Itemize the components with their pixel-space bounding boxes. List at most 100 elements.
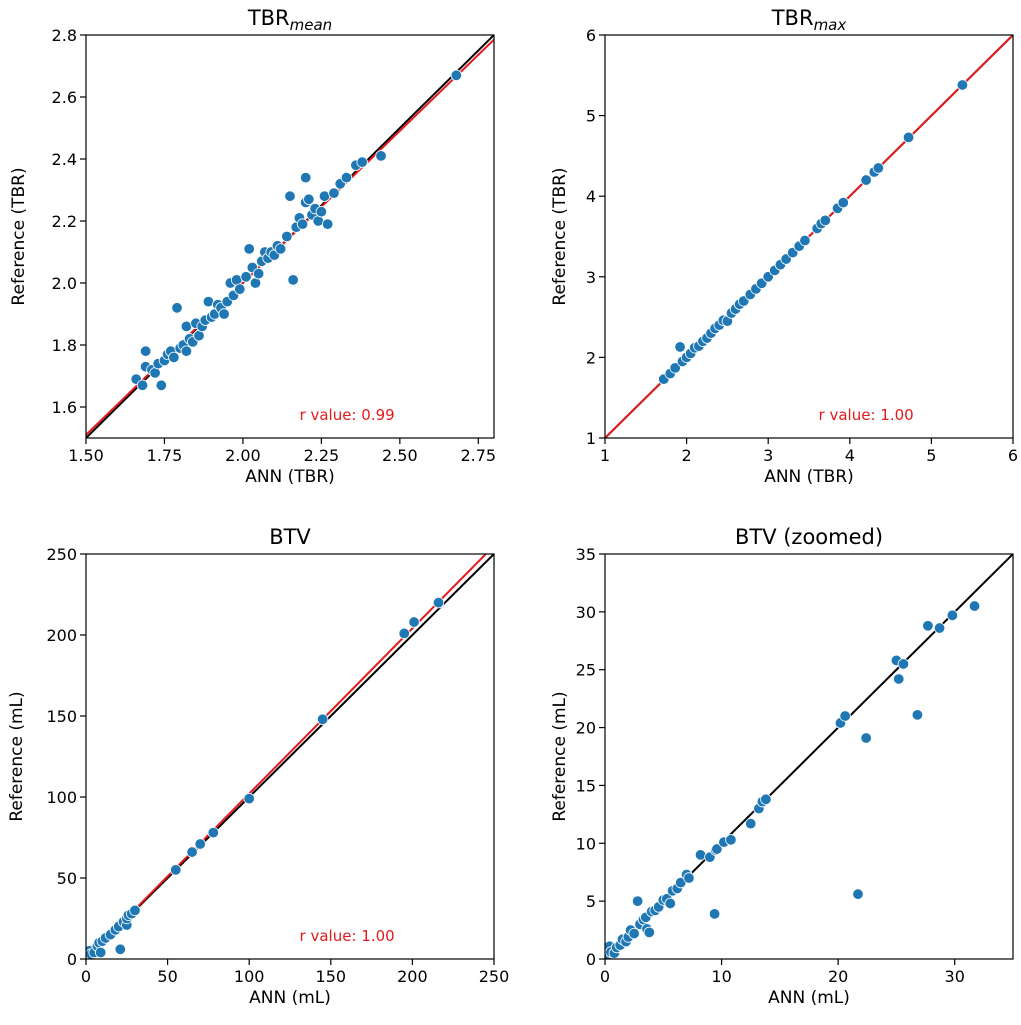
data-point bbox=[669, 362, 681, 374]
data-point bbox=[628, 927, 640, 940]
data-point bbox=[299, 171, 312, 184]
data-point bbox=[398, 627, 410, 640]
data-point bbox=[664, 897, 676, 910]
data-point bbox=[683, 872, 695, 884]
data-point bbox=[274, 243, 287, 255]
y-axis-label: Reference (mL) bbox=[550, 691, 570, 821]
x-axis-label: ANN (mL) bbox=[768, 988, 850, 1008]
x-tick-label: 1.50 bbox=[68, 446, 104, 465]
y-tick-label: 2.2 bbox=[52, 212, 77, 231]
data-point bbox=[129, 904, 141, 917]
data-point bbox=[837, 196, 849, 209]
y-tick-label: 2.8 bbox=[52, 26, 77, 45]
data-point bbox=[760, 793, 772, 806]
data-point bbox=[321, 218, 334, 230]
x-tick-label: 10 bbox=[711, 967, 731, 986]
x-tick-label: 2.25 bbox=[304, 446, 340, 465]
data-point bbox=[956, 79, 969, 91]
y-tick-label: 150 bbox=[46, 707, 77, 726]
data-point bbox=[202, 295, 215, 308]
data-point bbox=[243, 243, 255, 255]
y-tick-label: 50 bbox=[57, 869, 77, 888]
data-point bbox=[872, 162, 885, 174]
data-point bbox=[180, 320, 193, 333]
x-tick-label: 50 bbox=[157, 967, 177, 986]
chart-title: TBRmean bbox=[247, 6, 332, 34]
data-point bbox=[328, 187, 340, 199]
x-tick-label: 4 bbox=[845, 446, 855, 465]
data-point bbox=[631, 895, 644, 907]
x-tick-label: 3 bbox=[763, 446, 773, 465]
chart-tbr-mean: TBRmean 1.50 1.75 2.00 2.25 2.50 2.75 1.6 1.8 2.0… bbox=[9, 6, 496, 487]
data-point bbox=[243, 792, 255, 805]
data-point bbox=[902, 131, 915, 144]
chart-title: TBRmax bbox=[771, 6, 847, 34]
plot-area bbox=[605, 554, 1013, 959]
y-tick-label: 6 bbox=[586, 26, 596, 45]
x-tick-label: 150 bbox=[316, 967, 347, 986]
data-point bbox=[171, 302, 183, 314]
y-axis-label: Reference (TBR) bbox=[9, 167, 29, 305]
data-point bbox=[218, 308, 230, 320]
x-tick-label: 0 bbox=[600, 967, 610, 986]
y-tick-label: 0 bbox=[67, 950, 77, 969]
y-tick-label: 2.0 bbox=[52, 274, 77, 293]
y-tick-label: 0 bbox=[586, 950, 596, 969]
x-tick-label: 1 bbox=[600, 446, 610, 465]
chart-title-base: BTV (zoomed) bbox=[735, 525, 883, 549]
data-point bbox=[139, 345, 152, 357]
data-point bbox=[819, 214, 832, 227]
data-point bbox=[933, 622, 946, 634]
y-axis-label: Reference (mL) bbox=[7, 691, 27, 821]
chart-title: BTV bbox=[269, 525, 311, 549]
data-point bbox=[316, 713, 329, 725]
data-point bbox=[799, 234, 811, 247]
chart-btv-zoomed: BTV (zoomed) 0 10 20 30 0 5 10 15 20 25 30 35 ANN (mL… bbox=[550, 525, 1014, 1008]
y-tick-label: 2.6 bbox=[52, 88, 77, 107]
axes-frame bbox=[85, 553, 495, 960]
data-point bbox=[94, 946, 107, 959]
chart-title-base: BTV bbox=[269, 525, 311, 549]
x-tick-label: 1.75 bbox=[147, 446, 183, 465]
data-point bbox=[450, 69, 463, 82]
axes-frame bbox=[604, 553, 1014, 960]
y-tick-label: 250 bbox=[46, 545, 77, 564]
y-tick-label: 30 bbox=[576, 603, 596, 622]
data-point bbox=[694, 849, 707, 861]
y-tick-label: 15 bbox=[576, 776, 596, 795]
y-axis-label: Reference (TBR) bbox=[550, 167, 570, 305]
data-point bbox=[711, 843, 723, 855]
data-point bbox=[114, 943, 126, 955]
data-point bbox=[860, 732, 872, 744]
x-axis-label: ANN (mL) bbox=[249, 988, 331, 1008]
data-point bbox=[745, 817, 757, 830]
x-tick-label: 2.00 bbox=[225, 446, 261, 465]
y-tick-label: 200 bbox=[46, 626, 77, 645]
data-point bbox=[284, 190, 296, 202]
x-tick-label: 200 bbox=[397, 967, 428, 986]
y-tick-label: 25 bbox=[576, 661, 596, 680]
data-point bbox=[170, 864, 182, 876]
y-tick-label: 1 bbox=[586, 429, 596, 448]
x-tick-label: 2 bbox=[682, 446, 692, 465]
y-tick-label: 100 bbox=[46, 788, 77, 807]
x-axis-label: ANN (TBR) bbox=[245, 467, 335, 487]
data-point bbox=[860, 174, 872, 186]
data-point bbox=[296, 218, 309, 230]
data-point bbox=[194, 838, 206, 850]
chart-btv: BTV 0 50 100 150 200 250 0 50 100 150 200 250 ANN (mL… bbox=[7, 525, 509, 1008]
chart-title: BTV (zoomed) bbox=[735, 525, 883, 549]
data-point bbox=[946, 609, 959, 622]
data-point bbox=[234, 283, 246, 295]
y-tick-label: 1.6 bbox=[52, 398, 77, 417]
y-tick-label: 20 bbox=[576, 719, 596, 738]
chart-title-subscript: max bbox=[814, 16, 847, 34]
x-tick-label: 6 bbox=[1008, 446, 1018, 465]
chart-title-base: TBR bbox=[247, 6, 290, 30]
data-point bbox=[893, 673, 905, 685]
data-point bbox=[643, 926, 655, 939]
r-value-annotation: r value: 1.00 bbox=[819, 406, 914, 424]
y-tick-label: 1.8 bbox=[52, 336, 77, 355]
x-axis-label: ANN (TBR) bbox=[764, 467, 854, 487]
